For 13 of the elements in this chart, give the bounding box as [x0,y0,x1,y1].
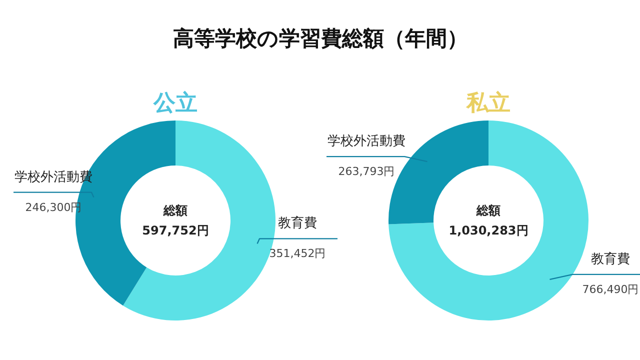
chart-title: 私立 [466,90,510,116]
data-label: 263,793円 [338,165,395,178]
chart-title: 公立 [152,90,198,116]
text: 総額 [162,204,188,218]
slice-label: 教育費 [278,215,317,232]
data-label: 766,490円 [582,282,639,296]
data-label: 351,452円 [269,247,326,260]
text: 1,030,283円 [448,224,528,238]
text: 高等学校の学習費総額（年間） [173,26,468,50]
slice-label: 教育費 [591,250,630,267]
text: 総額 [476,204,500,218]
text: 597,752円 [142,224,209,238]
slice-label: 学校外活動費 [328,134,406,150]
